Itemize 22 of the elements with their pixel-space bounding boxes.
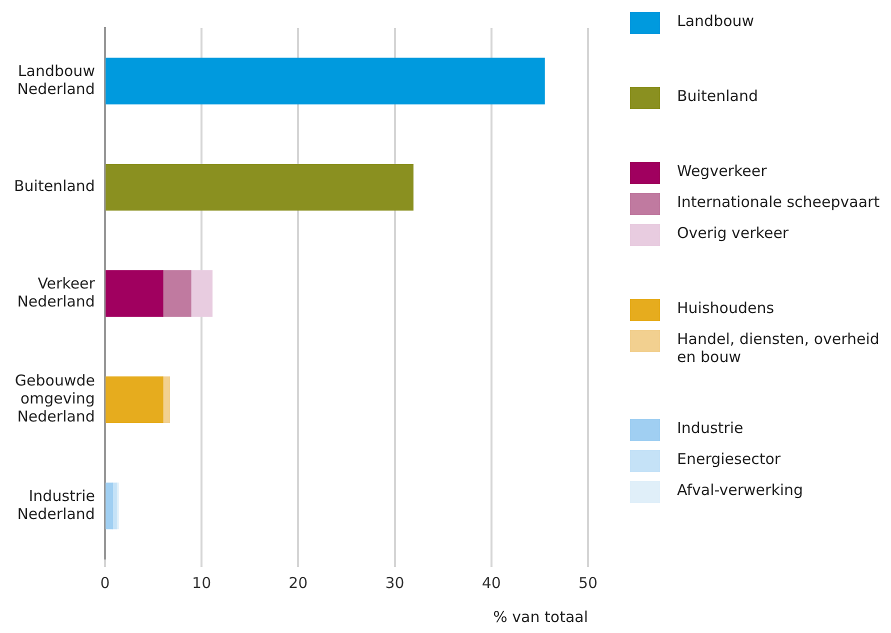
legend-label: Landbouw	[677, 12, 754, 30]
y-tick-label: Gebouwde omgeving Nederland	[14, 372, 95, 426]
x-tick-label: 40	[482, 574, 501, 592]
x-tick-label: 10	[192, 574, 212, 592]
x-tick-label: 30	[385, 574, 404, 592]
legend-label: Huishoudens	[677, 299, 774, 317]
x-tick-label: 50	[578, 574, 598, 592]
legend-label: Overig verkeer	[677, 224, 789, 242]
legend-label: Internationale scheepvaart	[677, 193, 880, 211]
x-tick-label: 20	[288, 574, 308, 592]
legend-label: Afval-verwerking	[677, 481, 804, 499]
x-tick-label: 0	[100, 574, 110, 592]
legend-label: Buitenland	[677, 87, 758, 105]
y-tick-label: Verkeer Nederland	[17, 274, 96, 310]
y-tick-label: Industrie Nederland	[17, 486, 95, 523]
legend-label: Energiesector	[677, 450, 781, 468]
y-tick-label: Buitenland	[14, 177, 95, 196]
y-tick-label: Landbouw Nederland	[17, 62, 95, 98]
x-axis-title: % van totaal	[493, 608, 588, 626]
legend-label: Handel, diensten, overheid en bouw	[677, 330, 880, 366]
legend-label: Wegverkeer	[677, 162, 767, 180]
legend-label: Industrie	[677, 419, 744, 437]
